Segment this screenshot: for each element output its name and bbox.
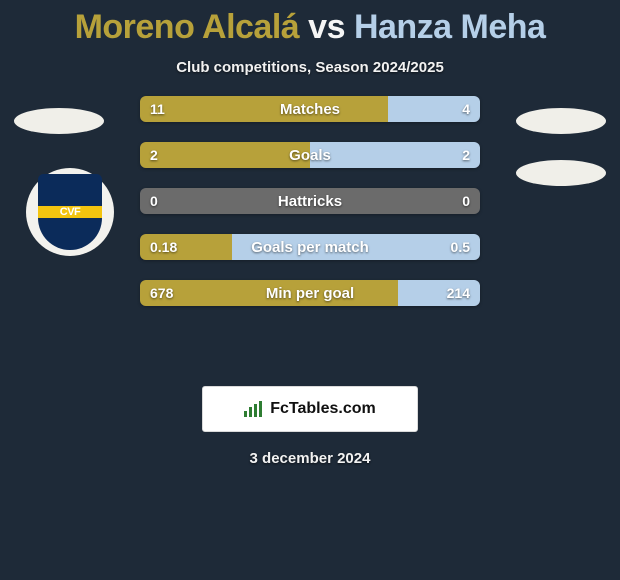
player1-marker-oval (14, 108, 104, 134)
stat-row: Matches114 (140, 96, 480, 122)
source-label: FcTables.com (270, 400, 376, 418)
club-badge-label: CVF (60, 206, 81, 218)
club-badge: CVF (26, 168, 114, 256)
comparison-card: Moreno Alcalá vs Hanza Meha Club competi… (0, 0, 620, 580)
stat-bar-right (398, 280, 480, 306)
stat-bar-left (140, 188, 310, 214)
club-badge-shield: CVF (38, 174, 102, 250)
vs-separator: vs (308, 8, 345, 46)
page-title: Moreno Alcalá vs Hanza Meha (75, 8, 546, 47)
stat-bar-left (140, 280, 398, 306)
stat-bar-right (232, 234, 480, 260)
stat-bar-right (388, 96, 480, 122)
stat-bars: Matches114 Goals22 Hattricks00 Goals per ma… (140, 96, 480, 306)
player2-marker-oval (516, 108, 606, 134)
date-line: 3 december 2024 (250, 450, 371, 467)
stat-row: Goals per match0.180.5 (140, 234, 480, 260)
chart-icon (244, 401, 264, 417)
stat-bar-left (140, 234, 232, 260)
source-card[interactable]: FcTables.com (202, 386, 418, 432)
subtitle: Club competitions, Season 2024/2025 (176, 59, 444, 76)
player1-name: Moreno Alcalá (75, 8, 300, 46)
stat-row: Hattricks00 (140, 188, 480, 214)
stat-bar-right (310, 188, 480, 214)
player2-marker-oval-2 (516, 160, 606, 186)
stat-row: Goals22 (140, 142, 480, 168)
player2-name: Hanza Meha (354, 8, 546, 46)
stat-bar-left (140, 96, 388, 122)
stat-bar-right (310, 142, 480, 168)
stat-row: Min per goal678214 (140, 280, 480, 306)
stat-bar-left (140, 142, 310, 168)
